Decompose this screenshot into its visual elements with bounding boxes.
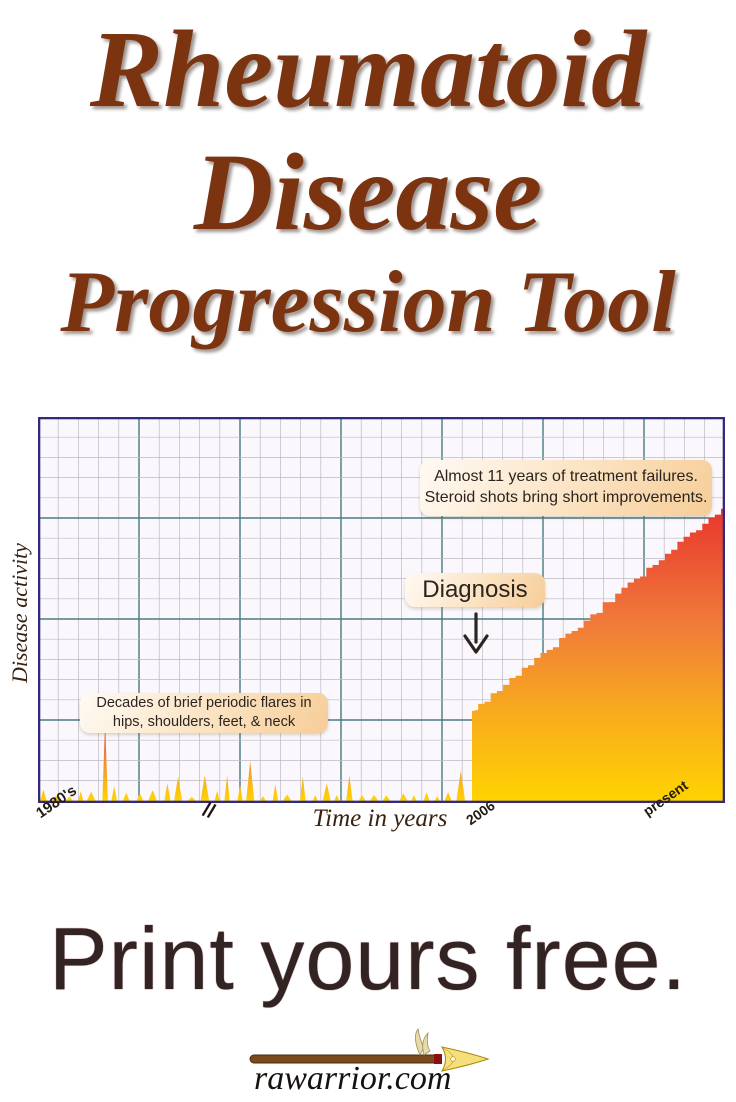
svg-text:rawarrior.com: rawarrior.com bbox=[254, 1060, 451, 1095]
